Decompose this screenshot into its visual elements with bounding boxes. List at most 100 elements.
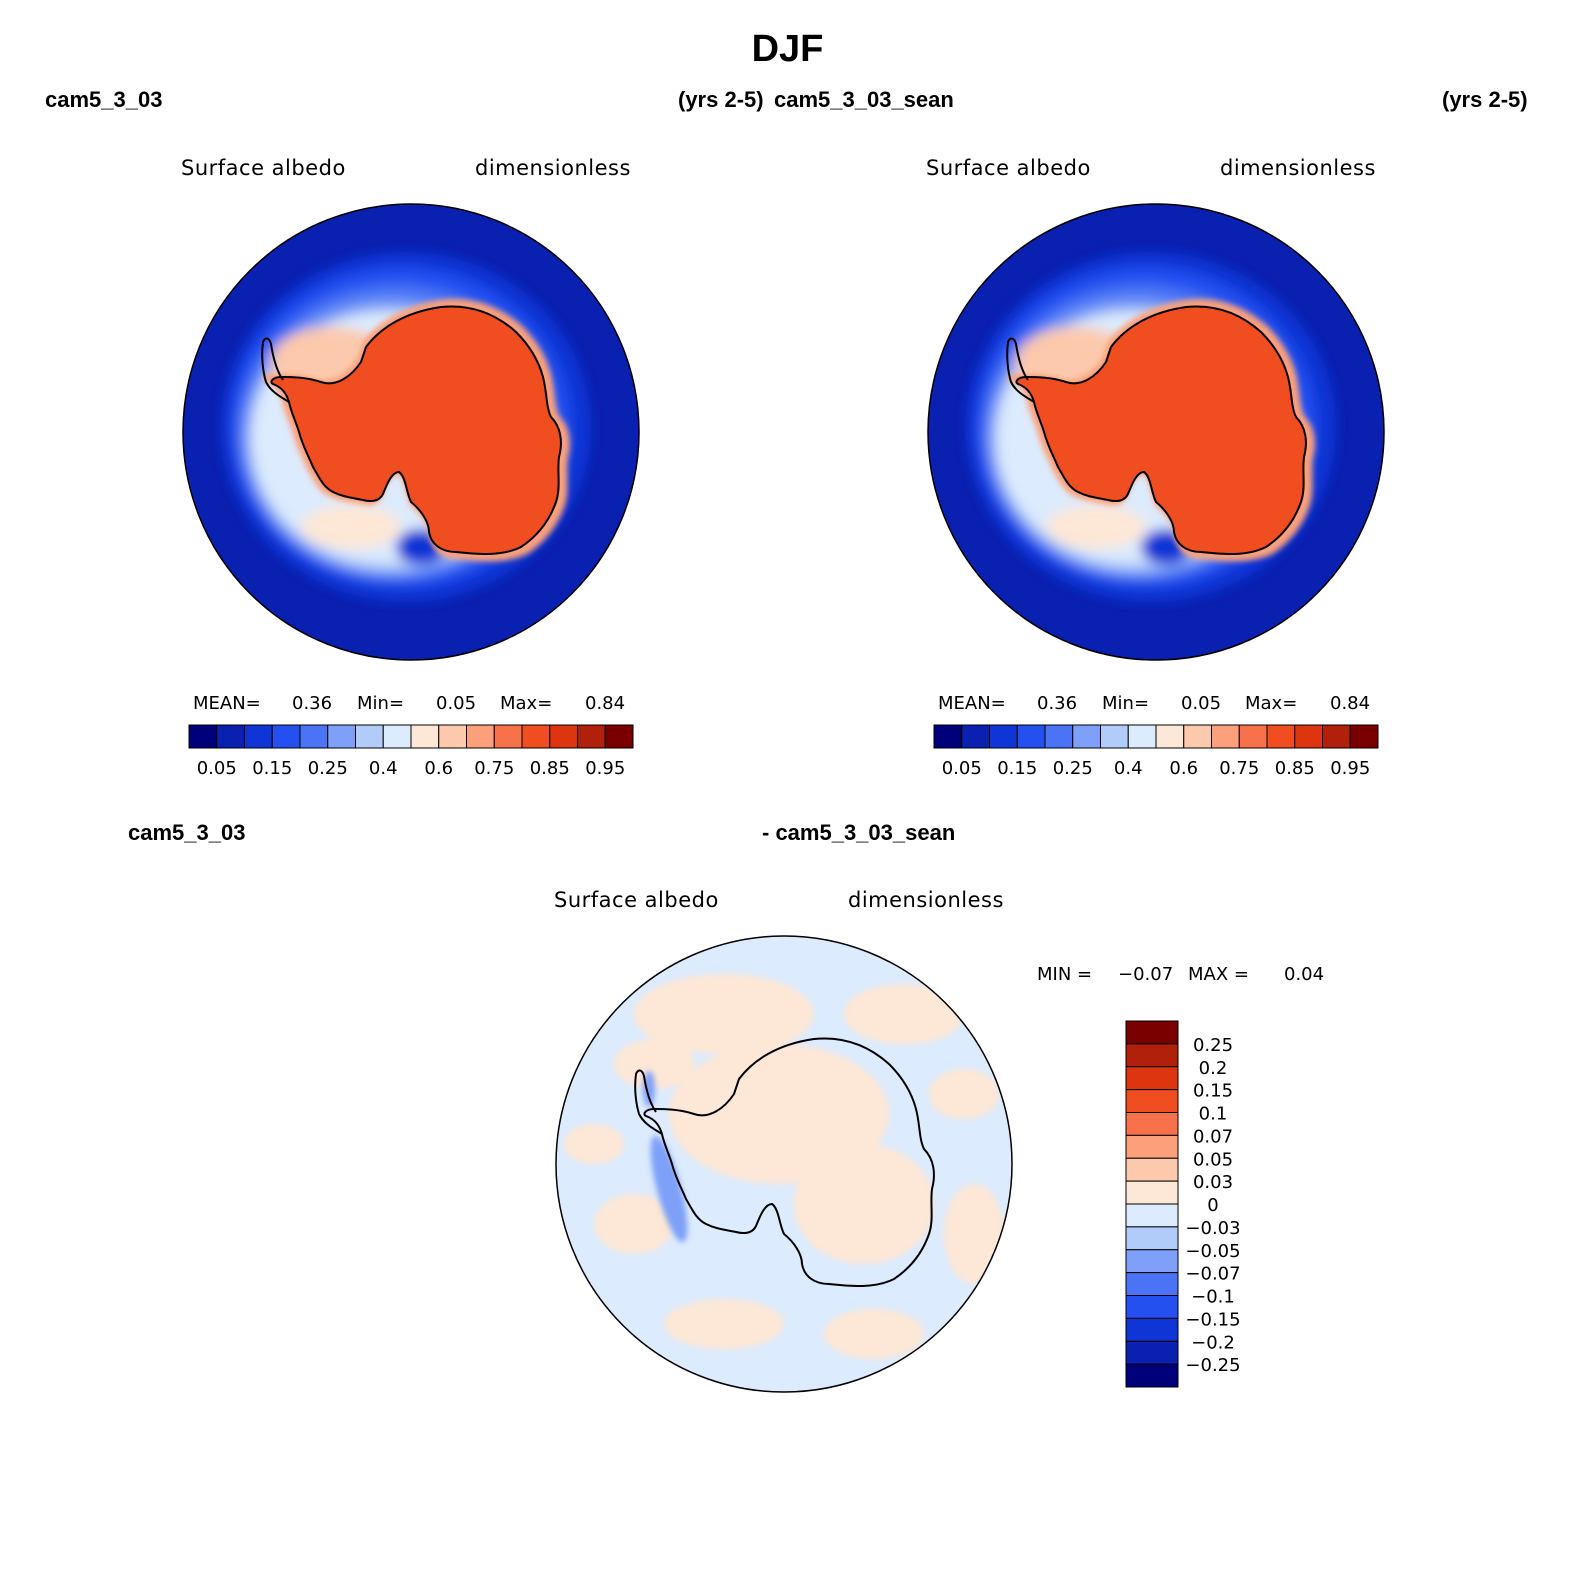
colorbar-tick-label: 0.75 bbox=[1219, 758, 1259, 779]
colorbar-tick-label: 0.6 bbox=[1169, 758, 1198, 779]
diff-case-a: cam5_3_03 bbox=[128, 820, 246, 845]
colorbar-cell bbox=[1322, 724, 1351, 749]
colorbar-cell bbox=[327, 724, 356, 749]
panel1-min-value: 0.05 bbox=[436, 693, 477, 714]
right-years-label: (yrs 2-5) bbox=[1442, 87, 1528, 112]
diff-case-b: - cam5_3_03_sean bbox=[762, 820, 956, 845]
panel2-max-value: 0.84 bbox=[1330, 693, 1371, 714]
left-case-name: cam5_3_03 bbox=[45, 87, 163, 112]
colorbar-cell bbox=[1238, 724, 1268, 749]
colorbar-cell bbox=[1072, 724, 1101, 749]
colorbar-cell bbox=[466, 724, 495, 749]
colorbar-cell bbox=[216, 724, 245, 749]
colorbar-cell bbox=[1183, 724, 1212, 749]
colorbar-cell bbox=[1125, 1180, 1179, 1205]
colorbar-cell bbox=[1016, 724, 1046, 749]
panel3-max-label: MAX = bbox=[1188, 964, 1249, 985]
colorbar-tick-label: 0.15 bbox=[1193, 1081, 1233, 1102]
panel2-mean-value: 0.36 bbox=[1037, 693, 1078, 714]
panel3-colorbar: 0.250.20.150.10.070.050.030−0.03−0.05−0.… bbox=[1125, 1020, 1241, 1388]
colorbar-tick-label: −0.07 bbox=[1185, 1264, 1240, 1285]
colorbar-tick-label: 0.03 bbox=[1193, 1172, 1233, 1193]
colorbar-cell bbox=[577, 724, 606, 749]
panel2-min-label: Min= bbox=[1102, 693, 1150, 714]
colorbar-tick-label: −0.1 bbox=[1191, 1287, 1235, 1308]
colorbar-cell bbox=[1125, 1043, 1179, 1068]
colorbar-cell bbox=[299, 724, 329, 749]
colorbar-tick-label: 0.85 bbox=[1275, 758, 1315, 779]
colorbar-tick-label: 0.1 bbox=[1199, 1104, 1228, 1125]
colorbar-cell bbox=[961, 724, 990, 749]
colorbar-tick-label: 0.4 bbox=[1114, 758, 1143, 779]
panel1-mean-label: MEAN= bbox=[193, 693, 261, 714]
colorbar-tick-label: 0.25 bbox=[1193, 1035, 1233, 1056]
colorbar-cell bbox=[1125, 1272, 1179, 1296]
colorbar-cell bbox=[1125, 1317, 1179, 1342]
colorbar-cell bbox=[1349, 724, 1379, 749]
colorbar-cell bbox=[1125, 1363, 1179, 1388]
colorbar-cell bbox=[1125, 1226, 1179, 1251]
colorbar-cell bbox=[493, 724, 523, 749]
panel1-units-label: dimensionless bbox=[475, 156, 631, 180]
right-case-name: cam5_3_03_sean bbox=[774, 87, 954, 112]
colorbar-cell bbox=[1125, 1020, 1179, 1045]
panel1-variable-label: Surface albedo bbox=[181, 156, 346, 180]
colorbar-cell bbox=[1125, 1340, 1179, 1365]
colorbar-cell bbox=[1044, 724, 1074, 749]
colorbar-cell bbox=[933, 724, 963, 749]
colorbar-tick-label: −0.05 bbox=[1185, 1241, 1240, 1262]
colorbar-tick-label: 0.05 bbox=[197, 758, 237, 779]
colorbar-tick-label: −0.03 bbox=[1185, 1218, 1240, 1239]
colorbar-cell bbox=[1125, 1295, 1179, 1319]
colorbar-tick-label: 0.07 bbox=[1193, 1126, 1233, 1147]
colorbar-tick-label: 0.4 bbox=[369, 758, 398, 779]
colorbar-cell bbox=[1211, 724, 1240, 749]
panel2-mean-label: MEAN= bbox=[938, 693, 1006, 714]
colorbar-cell bbox=[1125, 1249, 1179, 1274]
panel3-min-label: MIN = bbox=[1037, 964, 1093, 985]
colorbar-cell bbox=[1125, 1066, 1179, 1091]
colorbar-tick-label: −0.15 bbox=[1185, 1309, 1240, 1330]
colorbar-cell bbox=[382, 724, 412, 749]
colorbar-cell bbox=[1294, 724, 1323, 749]
panel2-units-label: dimensionless bbox=[1220, 156, 1376, 180]
colorbar-cell bbox=[1125, 1203, 1179, 1228]
colorbar-cell bbox=[410, 724, 440, 749]
colorbar-tick-label: 0.2 bbox=[1199, 1058, 1228, 1079]
colorbar-cell bbox=[989, 724, 1018, 749]
colorbar-tick-label: 0.25 bbox=[1053, 758, 1093, 779]
panel2-min-value: 0.05 bbox=[1181, 693, 1222, 714]
colorbar-tick-label: 0.05 bbox=[942, 758, 982, 779]
colorbar-cell bbox=[1266, 724, 1296, 749]
colorbar-cell bbox=[1127, 724, 1157, 749]
panel3-units-label: dimensionless bbox=[848, 888, 1004, 912]
colorbar-tick-label: 0.05 bbox=[1193, 1149, 1233, 1170]
left-years-label: (yrs 2-5) bbox=[678, 87, 764, 112]
colorbar-cell bbox=[1100, 724, 1129, 749]
panel3-map bbox=[555, 935, 1013, 1393]
colorbar-cell bbox=[521, 724, 551, 749]
panel3-min-value: −0.07 bbox=[1118, 964, 1174, 985]
colorbar-tick-label: 0.25 bbox=[308, 758, 348, 779]
colorbar-cell bbox=[604, 724, 634, 749]
panel1-max-label: Max= bbox=[500, 693, 553, 714]
figure-title: DJF bbox=[751, 28, 824, 70]
colorbar-cell bbox=[188, 724, 218, 749]
panel2-max-label: Max= bbox=[1245, 693, 1298, 714]
colorbar-cell bbox=[549, 724, 578, 749]
colorbar-tick-label: 0.85 bbox=[530, 758, 570, 779]
panel1-min-label: Min= bbox=[357, 693, 405, 714]
panel1-colorbar: 0.05 0.15 0.25 0.4 0.6 0.75 0.85 0.95 bbox=[188, 724, 634, 779]
colorbar-tick-label: 0 bbox=[1207, 1195, 1218, 1216]
panel1-max-value: 0.84 bbox=[585, 693, 626, 714]
colorbar-tick-label: 0.75 bbox=[474, 758, 514, 779]
colorbar-tick-label: 0.15 bbox=[252, 758, 292, 779]
colorbar-tick-label: −0.2 bbox=[1191, 1332, 1235, 1353]
colorbar-cell bbox=[1125, 1089, 1179, 1113]
colorbar-tick-label: −0.25 bbox=[1185, 1355, 1240, 1376]
colorbar-tick-label: 0.95 bbox=[585, 758, 625, 779]
colorbar-cell bbox=[1155, 724, 1185, 749]
colorbar-cell bbox=[1125, 1134, 1179, 1159]
colorbar-cell bbox=[438, 724, 467, 749]
